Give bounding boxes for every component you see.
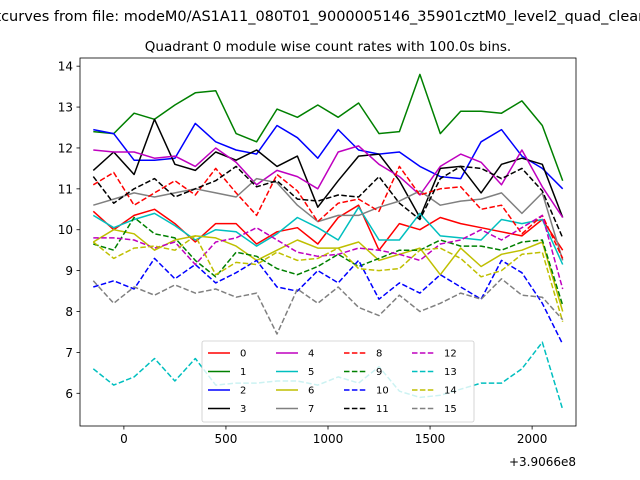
plot-area: 0 500 1000 1500 2000+3.9066e8678910111213140… <box>58 57 577 469</box>
series-line-14 <box>92 235 564 322</box>
series-line-12 <box>93 214 564 290</box>
series-line-10 <box>93 257 564 345</box>
series-line-4 <box>93 145 564 218</box>
series-line-8 <box>92 165 564 259</box>
series-line-0 <box>92 204 564 251</box>
chart-title: Quadrant 0 module wise count rates with … <box>145 39 511 55</box>
legend-label-2: 2 <box>240 386 246 397</box>
series-lines <box>92 73 564 410</box>
legend-label-8: 8 <box>376 349 382 360</box>
legend-label-3: 3 <box>240 404 246 415</box>
y-tick-label: 7 <box>65 346 73 360</box>
series-line-9 <box>93 216 564 306</box>
legend-label-5: 5 <box>308 367 314 378</box>
legend-label-12: 12 <box>444 349 457 360</box>
legend-label-7: 7 <box>308 404 314 415</box>
x-tick-label: 500 <box>214 432 237 446</box>
legend-label-15: 15 <box>444 404 457 415</box>
series-line-15 <box>92 278 564 335</box>
legend-label-10: 10 <box>376 386 389 397</box>
x-tick-label: 1500 <box>415 432 446 446</box>
legend-label-13: 13 <box>444 367 457 378</box>
x-offset-label: +3.9066e8 <box>509 455 576 469</box>
legend-label-14: 14 <box>444 386 457 397</box>
y-tick-label: 12 <box>58 141 73 155</box>
legend-label-6: 6 <box>308 386 314 397</box>
chart-suptitle: Lightcurves from file: modeM0/AS1A11_080… <box>0 9 640 25</box>
y-tick-label: 11 <box>58 182 73 196</box>
series-line-5 <box>92 206 564 265</box>
legend-label-11: 11 <box>376 404 389 415</box>
x-tick-label: 2000 <box>517 432 548 446</box>
y-tick-label: 8 <box>65 305 73 319</box>
x-tick-label: 1000 <box>313 432 344 446</box>
y-tick-label: 10 <box>58 223 73 237</box>
y-tick-label: 13 <box>58 101 73 115</box>
y-tick-label: 14 <box>58 60 73 74</box>
series-line-6 <box>92 228 564 312</box>
y-tick-label: 9 <box>65 264 73 278</box>
series-line-1 <box>93 73 564 181</box>
series-line-13 <box>92 341 564 410</box>
y-tick-label: 6 <box>65 387 73 401</box>
legend-label-4: 4 <box>308 349 314 360</box>
legend-label-9: 9 <box>376 367 382 378</box>
legend-label-1: 1 <box>240 367 246 378</box>
series-line-11 <box>92 165 564 239</box>
legend-box <box>201 340 475 423</box>
legend-label-0: 0 <box>240 349 246 360</box>
x-tick-label: 0 <box>120 432 128 446</box>
